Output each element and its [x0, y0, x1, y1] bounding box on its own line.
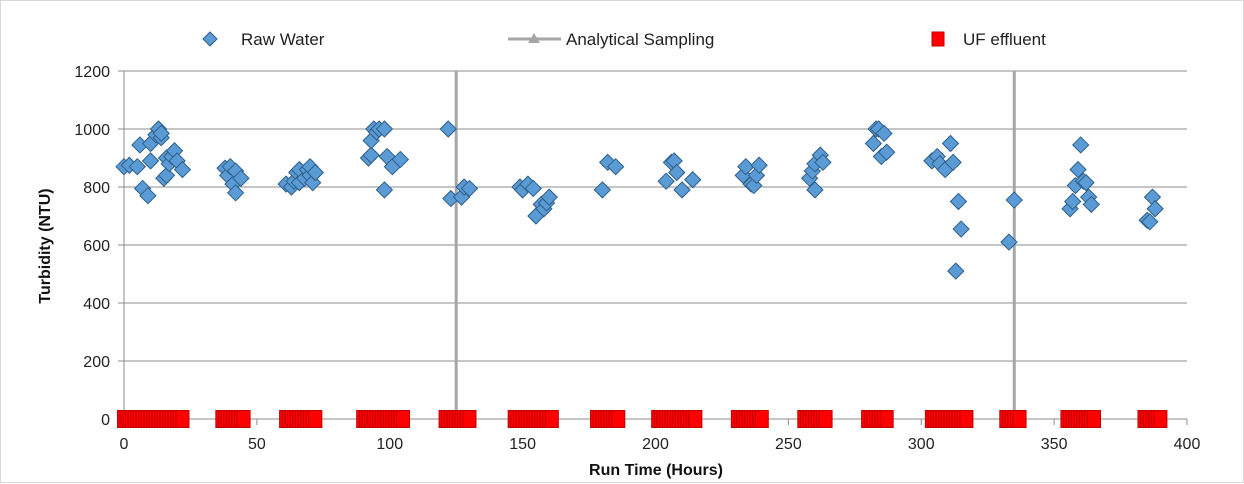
legend-uf-effluent-label: UF effluent: [963, 30, 1046, 49]
raw-water-point: [362, 146, 380, 164]
x-tick-label: 0: [120, 436, 129, 453]
raw-water-point: [750, 156, 768, 174]
raw-water-point: [1005, 191, 1023, 209]
raw-water-point: [1146, 200, 1164, 218]
raw-water-point: [157, 166, 176, 185]
raw-water-point: [460, 179, 479, 198]
uf-effluent-point: [611, 410, 626, 428]
y-axis-title: Turbidity (NTU): [37, 188, 54, 303]
x-tick-label: 50: [248, 436, 266, 453]
y-tick-label: 0: [101, 412, 110, 429]
raw-water-point: [1077, 173, 1095, 192]
raw-water-point: [806, 181, 824, 199]
x-tick-label: 300: [908, 436, 935, 453]
raw-water-point: [1141, 213, 1159, 231]
y-tick-label: 1000: [74, 122, 110, 139]
raw-water-point: [952, 220, 970, 238]
x-tick-label: 150: [509, 436, 536, 453]
raw-water-point: [128, 157, 146, 176]
uf-effluent-point: [688, 410, 703, 428]
raw-water-point: [540, 188, 558, 206]
x-axis-title: Run Time (Hours): [589, 462, 723, 479]
x-tick-label: 400: [1174, 436, 1201, 453]
raw-water-point: [306, 163, 325, 182]
raw-water-point: [745, 176, 763, 195]
legend-analytical-sampling-label: Analytical Sampling: [566, 30, 714, 49]
raw-water-point: [673, 181, 691, 199]
uf-effluent-point: [236, 410, 251, 428]
uf-effluent-point: [396, 410, 411, 428]
raw-water-point: [439, 120, 457, 138]
raw-water-point: [814, 153, 832, 172]
y-tick-label: 200: [83, 354, 110, 371]
uf-effluent-point: [959, 410, 974, 428]
raw-water-point: [1000, 233, 1018, 251]
raw-water-point: [152, 124, 170, 143]
legend-raw-water-marker: [202, 31, 218, 47]
raw-water-point: [947, 262, 965, 280]
raw-water-point: [683, 171, 702, 189]
raw-water-point: [668, 163, 686, 182]
uf-effluent-point: [308, 410, 323, 428]
raw-water-point: [737, 157, 755, 176]
raw-water-point: [606, 157, 625, 176]
raw-water-point: [877, 143, 896, 161]
raw-water-point: [139, 186, 157, 205]
raw-water-point: [375, 120, 394, 138]
raw-water-point: [524, 179, 542, 198]
uf-effluent-point: [462, 410, 477, 428]
raw-water-point: [875, 124, 893, 143]
uf-effluent-point: [1086, 410, 1101, 428]
x-tick-label: 250: [775, 436, 802, 453]
uf-effluent-point: [1012, 410, 1027, 428]
uf-effluent-point: [879, 410, 894, 428]
legend-analytical-marker: [528, 33, 540, 43]
raw-water-point: [864, 134, 883, 153]
raw-water-point: [941, 134, 960, 153]
raw-water-point: [944, 153, 962, 172]
x-tick-label: 100: [376, 436, 403, 453]
raw-water-point: [1071, 136, 1090, 154]
y-tick-label: 1200: [74, 64, 110, 81]
x-tick-label: 200: [642, 436, 669, 453]
x-tick-label: 350: [1041, 436, 1068, 453]
raw-water-point: [657, 172, 675, 190]
raw-water-point: [226, 184, 245, 202]
uf-effluent-point: [818, 410, 833, 428]
raw-water-point: [141, 152, 160, 170]
uf-effluent-point: [544, 410, 559, 428]
raw-water-point: [232, 169, 250, 188]
raw-water-point: [375, 181, 394, 199]
raw-water-point: [593, 181, 612, 199]
raw-water-point: [1069, 160, 1087, 179]
uf-effluent-point: [175, 410, 190, 428]
y-tick-label: 800: [83, 180, 110, 197]
uf-effluent-point: [1153, 410, 1168, 428]
legend-raw-water-label: Raw Water: [241, 30, 325, 49]
raw-water-point: [173, 160, 192, 179]
y-tick-label: 600: [83, 238, 110, 255]
raw-water-point: [391, 150, 410, 169]
uf-effluent-point: [754, 410, 769, 428]
raw-water-point: [1082, 195, 1101, 214]
y-tick-label: 400: [83, 296, 110, 313]
raw-water-point: [949, 192, 968, 211]
legend-uf-effluent-marker: [931, 31, 945, 47]
raw-water-point: [1064, 192, 1082, 211]
